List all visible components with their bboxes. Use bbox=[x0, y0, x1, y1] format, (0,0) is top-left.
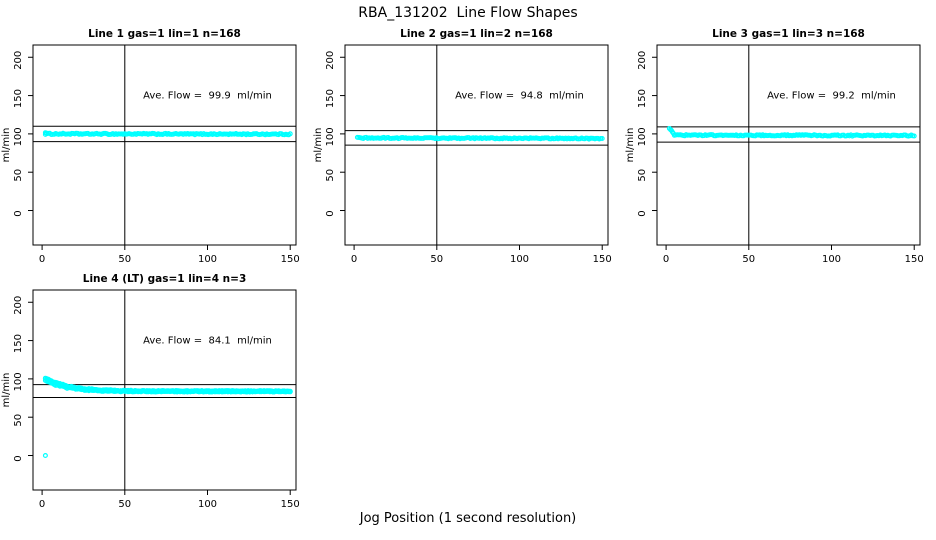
data-points bbox=[42, 375, 293, 459]
plot-box bbox=[656, 44, 921, 246]
x-tick-label: 150 bbox=[593, 254, 612, 265]
x-axis: 0 50 100 150 bbox=[39, 245, 300, 265]
y-axis-title: ml/min bbox=[625, 128, 636, 163]
y-tick-label: 200 bbox=[13, 296, 24, 315]
x-axis: 0 50 100 150 bbox=[39, 490, 300, 510]
y-tick-label: 100 bbox=[13, 372, 24, 391]
x-tick-label: 100 bbox=[198, 499, 217, 510]
x-tick-label: 50 bbox=[430, 254, 443, 265]
y-tick-label: 200 bbox=[325, 51, 336, 70]
y-tick-label: 200 bbox=[13, 51, 24, 70]
chart-line-1: 0 50 100 150 0 50 100 150 200 ml/min Line 1 gas=1 … bbox=[1, 28, 300, 265]
ave-flow-annotation: Ave. Flow = 99.9 ml/min bbox=[143, 91, 272, 102]
subplot-title: Line 4 (LT) gas=1 lin=4 n=3 bbox=[83, 273, 247, 285]
y-tick-label: 200 bbox=[637, 51, 648, 70]
x-axis-label: Jog Position (1 second resolution) bbox=[359, 511, 577, 526]
data-points bbox=[42, 130, 293, 138]
x-tick-label: 150 bbox=[281, 499, 300, 510]
x-tick-label: 150 bbox=[905, 254, 924, 265]
y-tick-label: 0 bbox=[637, 210, 648, 216]
subplot-title: Line 2 gas=1 lin=2 n=168 bbox=[400, 28, 553, 40]
ave-flow-annotation: Ave. Flow = 99.2 ml/min bbox=[767, 91, 896, 102]
y-tick-label: 0 bbox=[13, 210, 24, 216]
x-tick-label: 150 bbox=[281, 254, 300, 265]
y-tick-label: 150 bbox=[13, 89, 24, 108]
y-axis-title: ml/min bbox=[313, 128, 324, 163]
x-tick-label: 0 bbox=[663, 254, 669, 265]
plot-box bbox=[32, 44, 297, 246]
y-axis: 0 50 100 150 200 bbox=[637, 51, 657, 217]
y-tick-label: 0 bbox=[325, 210, 336, 216]
main-title: RBA_131202 Line Flow Shapes bbox=[358, 5, 578, 21]
data-points bbox=[354, 134, 605, 142]
y-tick-label: 150 bbox=[637, 89, 648, 108]
chart-line-2: 0 50 100 150 0 50 100 150 200 ml/min Line 2 gas=1 … bbox=[313, 28, 612, 265]
ave-flow-annotation: Ave. Flow = 84.1 ml/min bbox=[143, 336, 272, 347]
y-axis: 0 50 100 150 200 bbox=[13, 296, 33, 462]
x-tick-label: 100 bbox=[822, 254, 841, 265]
y-axis: 0 50 100 150 200 bbox=[13, 51, 33, 217]
x-tick-label: 0 bbox=[39, 254, 45, 265]
plot-box bbox=[32, 289, 297, 491]
y-tick-label: 100 bbox=[637, 127, 648, 146]
x-tick-label: 100 bbox=[198, 254, 217, 265]
y-tick-label: 50 bbox=[325, 169, 336, 182]
data-points bbox=[666, 125, 917, 139]
x-axis: 0 50 100 150 bbox=[663, 245, 924, 265]
x-tick-label: 100 bbox=[510, 254, 529, 265]
y-axis: 0 50 100 150 200 bbox=[325, 51, 345, 217]
x-tick-label: 50 bbox=[118, 254, 131, 265]
subplot-title: Line 3 gas=1 lin=3 n=168 bbox=[712, 28, 865, 40]
plot-box bbox=[344, 44, 609, 246]
x-tick-label: 0 bbox=[39, 499, 45, 510]
x-axis: 0 50 100 150 bbox=[351, 245, 612, 265]
y-tick-label: 150 bbox=[325, 89, 336, 108]
y-tick-label: 100 bbox=[13, 127, 24, 146]
x-tick-label: 0 bbox=[351, 254, 357, 265]
y-tick-label: 0 bbox=[13, 455, 24, 461]
y-tick-label: 50 bbox=[637, 169, 648, 182]
subplot-title: Line 1 gas=1 lin=1 n=168 bbox=[88, 28, 241, 40]
chart-line-3: 0 50 100 150 0 50 100 150 200 ml/min Line 3 gas=1 … bbox=[625, 28, 924, 265]
y-tick-label: 50 bbox=[13, 169, 24, 182]
chart-line-4: 0 50 100 150 0 50 100 150 200 ml/min Line 4 (LT) g… bbox=[1, 273, 300, 510]
x-tick-label: 50 bbox=[118, 499, 131, 510]
y-axis-title: ml/min bbox=[1, 373, 12, 408]
y-axis-title: ml/min bbox=[1, 128, 12, 163]
ave-flow-annotation: Ave. Flow = 94.8 ml/min bbox=[455, 91, 584, 102]
y-tick-label: 150 bbox=[13, 334, 24, 353]
y-tick-label: 50 bbox=[13, 414, 24, 427]
y-tick-label: 100 bbox=[325, 127, 336, 146]
x-tick-label: 50 bbox=[742, 254, 755, 265]
